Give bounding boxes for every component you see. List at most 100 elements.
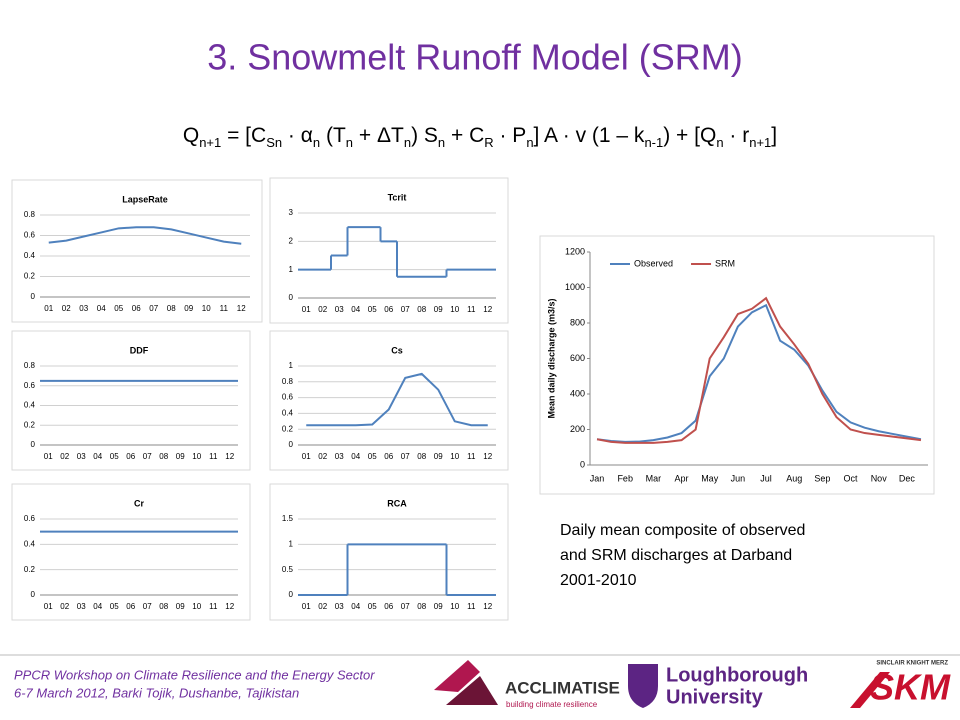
y-tick-label: 0.6: [282, 393, 294, 402]
logo-shape: [446, 676, 498, 705]
y-tick-label: 0: [31, 440, 36, 449]
y-tick-label: 0: [580, 459, 585, 469]
x-tick-label: 12: [483, 305, 492, 314]
y-tick-label: 0.8: [24, 210, 36, 219]
equation-text: + ΔT: [353, 124, 404, 147]
y-tick-label: 800: [570, 317, 585, 327]
x-tick-label: 10: [450, 305, 459, 314]
x-tick-label: 02: [60, 602, 69, 611]
x-tick-label: 01: [44, 452, 53, 461]
chart-title: Cr: [134, 498, 144, 508]
equation-text: · r: [723, 124, 750, 147]
footer-line: PPCR Workshop on Climate Resilience and …: [14, 667, 375, 682]
legend-label: Observed: [634, 258, 673, 268]
slide-title: 3. Snowmelt Runoff Model (SRM): [207, 37, 743, 78]
equation-subscript: n: [526, 135, 534, 150]
logo-text: Loughborough: [666, 664, 808, 686]
x-tick-label: 12: [237, 304, 246, 313]
y-tick-label: 0.6: [24, 381, 36, 390]
y-tick-label: 0.4: [24, 251, 36, 260]
x-tick-label: 02: [318, 305, 327, 314]
equation-subscript: n: [312, 135, 321, 150]
series-line: [596, 296, 922, 444]
skm-logo: SINCLAIR KNIGHT MERZ SKM: [850, 661, 951, 708]
x-tick-label: 01: [302, 452, 311, 461]
y-tick-label: 0: [289, 293, 294, 302]
logo-text: University: [666, 686, 764, 708]
chart-title: RCA: [387, 498, 407, 508]
logo-text: ACCLIMATISE: [505, 678, 620, 697]
equation-subscript: n: [403, 135, 412, 150]
x-tick-label: 11: [209, 602, 218, 611]
x-tick-label: Apr: [675, 473, 689, 483]
y-tick-label: 0.6: [24, 231, 36, 240]
series-line: [48, 226, 242, 245]
y-tick-label: 1200: [565, 246, 585, 256]
chart-frame: [269, 177, 509, 324]
x-tick-label: 02: [318, 452, 327, 461]
x-tick-label: 08: [417, 452, 426, 461]
x-tick-label: 06: [126, 452, 135, 461]
x-tick-label: 10: [202, 304, 211, 313]
y-tick-label: 0: [31, 292, 36, 301]
logo-text: SKM: [870, 667, 951, 708]
y-tick-label: 1: [289, 539, 294, 548]
x-tick-label: 08: [417, 602, 426, 611]
equation-subscript: R: [484, 135, 494, 150]
x-tick-label: 01: [302, 305, 311, 314]
y-tick-label: 0.2: [24, 565, 36, 574]
x-tick-label: 01: [44, 602, 53, 611]
equation-subscript: n: [716, 135, 724, 150]
x-tick-label: Nov: [871, 473, 888, 483]
equation-subscript: n: [345, 135, 354, 150]
equation: Qn+1 = [CSn · αn (Tn + ΔTn) Sn + CR · Pn…: [0, 124, 960, 150]
x-tick-label: 11: [209, 452, 218, 461]
x-tick-label: 07: [149, 304, 158, 313]
footer-line: 6-7 March 2012, Barki Tojik, Dushanbe, T…: [14, 685, 299, 700]
chart-frame: [11, 179, 263, 323]
y-tick-label: 1: [289, 361, 294, 370]
x-tick-label: 08: [167, 304, 176, 313]
equation-text: ]: [771, 124, 778, 147]
x-tick-label: 04: [351, 602, 360, 611]
x-tick-label: 04: [351, 452, 360, 461]
x-tick-label: Feb: [617, 473, 633, 483]
x-tick-label: Oct: [844, 473, 859, 483]
y-tick-label: 0.4: [24, 539, 36, 548]
chart-title: Tcrit: [388, 192, 407, 202]
x-tick-label: 11: [467, 602, 476, 611]
equation-subscript: Sn: [266, 135, 283, 150]
x-tick-label: 09: [434, 305, 443, 314]
x-tick-label: Jun: [731, 473, 746, 483]
x-tick-label: 03: [335, 452, 344, 461]
x-tick-label: 12: [483, 452, 492, 461]
x-tick-label: 03: [335, 602, 344, 611]
x-tick-label: 07: [401, 305, 410, 314]
x-tick-label: 03: [79, 304, 88, 313]
x-tick-label: 11: [220, 304, 229, 313]
x-tick-label: 07: [401, 602, 410, 611]
x-tick-label: 06: [132, 304, 141, 313]
acclimatise-logo: ACCLIMATISE building climate resilience: [434, 660, 620, 709]
y-tick-label: 0.2: [24, 272, 36, 281]
equation-text: (T: [320, 124, 346, 147]
loughborough-logo: Loughborough University: [628, 664, 808, 708]
x-tick-label: 10: [192, 452, 201, 461]
logo-shape: [434, 660, 480, 692]
x-tick-label: May: [701, 473, 719, 483]
legend-label: SRM: [715, 258, 735, 268]
x-tick-label: 07: [143, 602, 152, 611]
x-tick-label: 03: [77, 452, 86, 461]
x-tick-label: 10: [450, 452, 459, 461]
x-tick-label: 05: [368, 452, 377, 461]
chart-title: Cs: [391, 345, 403, 355]
equation-text: Q: [182, 124, 200, 147]
y-tick-label: 0.6: [24, 514, 36, 523]
y-tick-label: 0: [31, 590, 36, 599]
chart-frame: [539, 235, 935, 495]
logo-shape: [628, 664, 658, 708]
x-tick-label: Dec: [899, 473, 916, 483]
